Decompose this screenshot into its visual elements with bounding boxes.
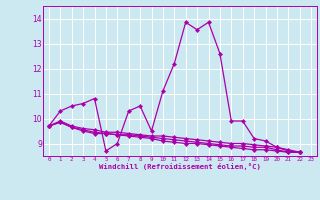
X-axis label: Windchill (Refroidissement éolien,°C): Windchill (Refroidissement éolien,°C) [99, 164, 261, 170]
